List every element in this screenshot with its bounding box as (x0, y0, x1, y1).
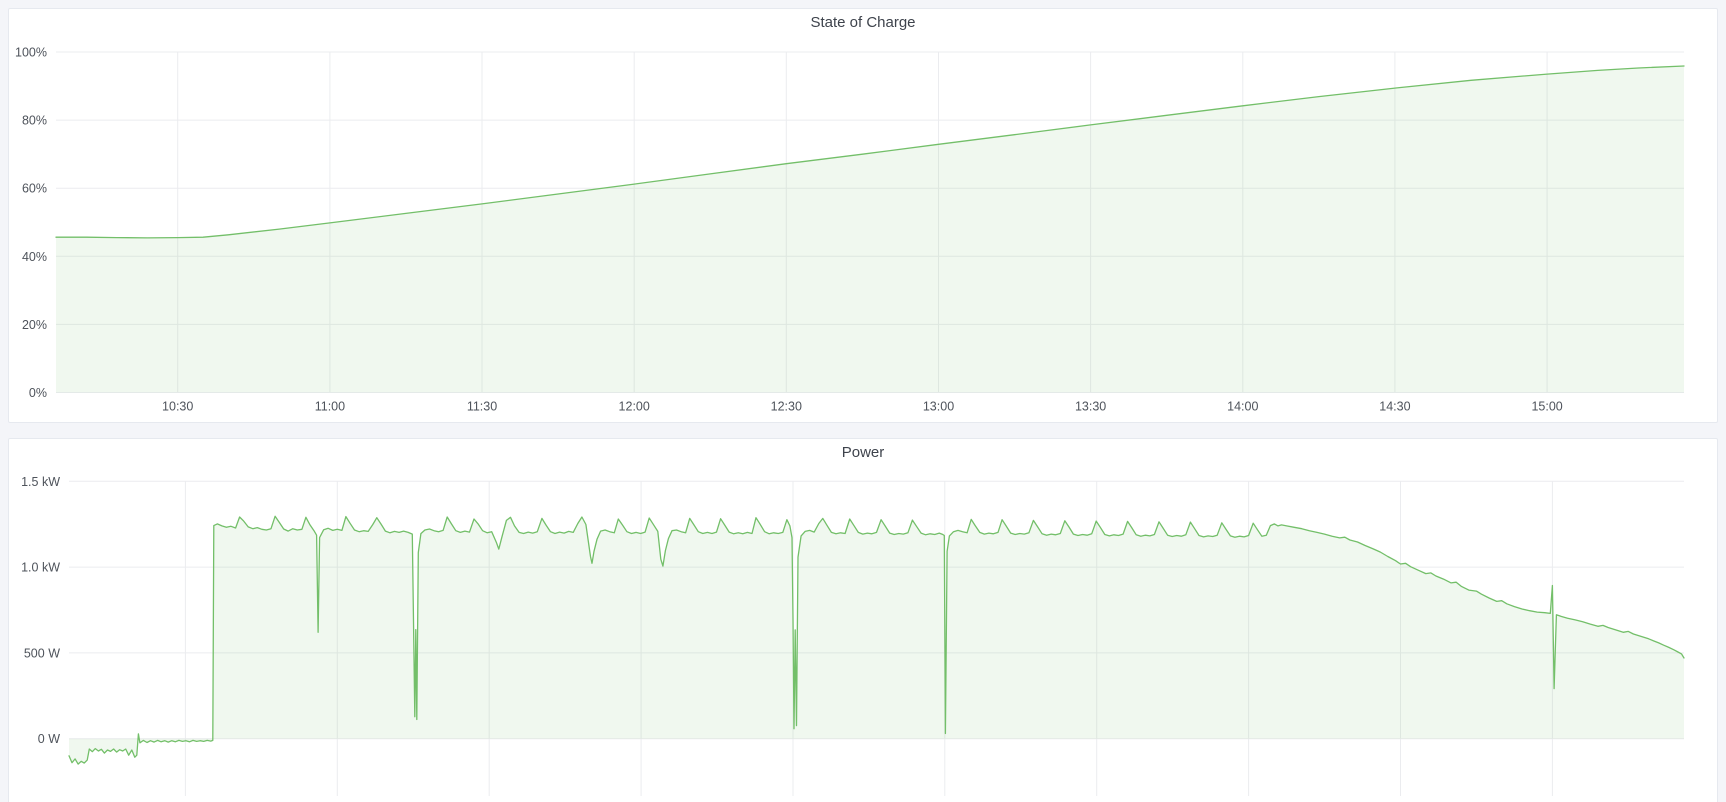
y-tick-label: 0% (29, 386, 47, 400)
panel-title-state-of-charge[interactable]: State of Charge (810, 14, 916, 31)
x-tick-label: 12:30 (771, 400, 802, 414)
y-tick-label: 0 W (38, 732, 60, 746)
x-tick-label: 11:30 (467, 400, 497, 414)
y-tick-label: 60% (22, 182, 47, 196)
y-tick-label: 100% (15, 46, 47, 60)
x-tick-label: 14:30 (1379, 400, 1410, 414)
y-tick-label: 80% (22, 114, 47, 128)
x-tick-label: 14:00 (1227, 400, 1258, 414)
series-area (56, 66, 1684, 393)
y-tick-label: 1.0 kW (21, 561, 60, 575)
panel-title-power[interactable]: Power (841, 444, 885, 461)
x-tick-label: 12:00 (619, 400, 650, 414)
y-tick-label: 40% (22, 250, 47, 264)
state-of-charge-chart[interactable]: 0% 20% 40% 60% 80% 100% 10:30 11:00 11:30 12:00 12… (9, 9, 1717, 422)
x-tick-label: 13:00 (923, 400, 954, 414)
series-area (69, 516, 1684, 765)
x-tick-label: 11:00 (315, 400, 345, 414)
panel-state-of-charge: State of Charge 0% 20% 40% 60% 80% 100% 10:30 1… (8, 8, 1718, 423)
y-tick-label: 1.5 kW (21, 475, 60, 489)
x-tick-label: 15:00 (1531, 400, 1562, 414)
y-tick-label: 500 W (24, 646, 60, 660)
x-tick-label: 10:30 (162, 400, 193, 414)
x-tick-label: 13:30 (1075, 400, 1106, 414)
series-line (68, 515, 1685, 765)
series-line (55, 65, 1685, 239)
y-tick-label: 20% (22, 318, 47, 332)
